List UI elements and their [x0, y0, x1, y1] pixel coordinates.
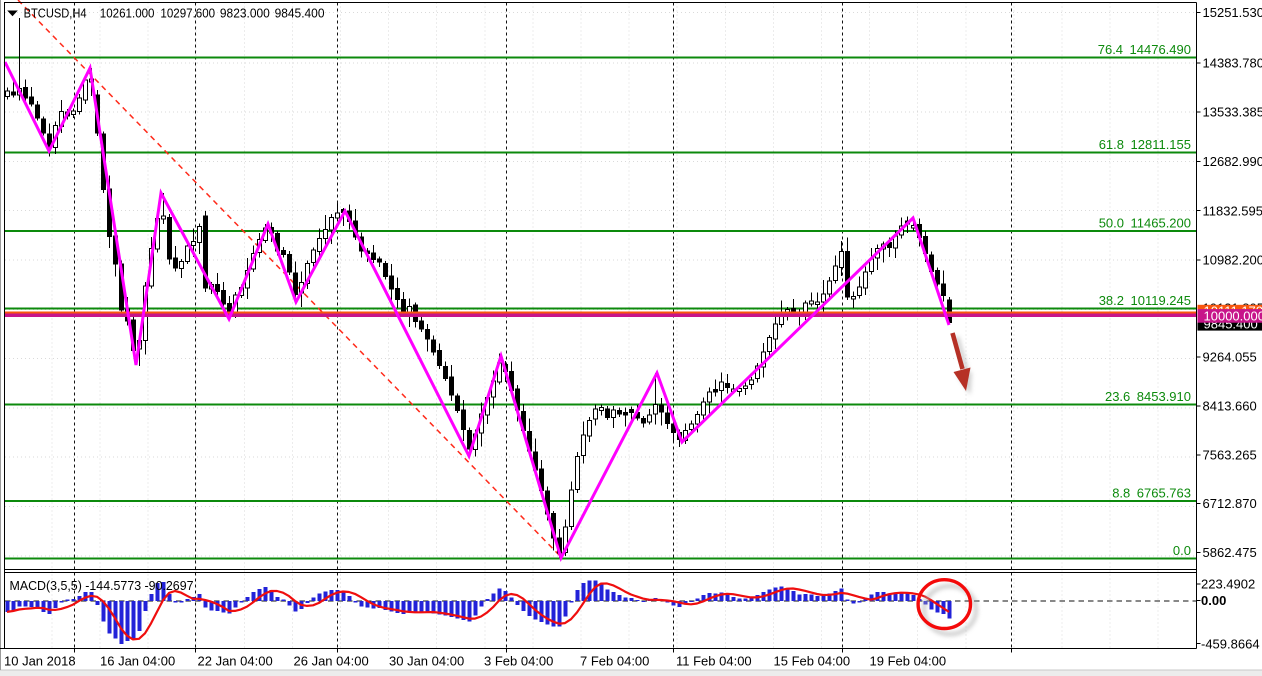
svg-text:16 Jan 04:00: 16 Jan 04:00: [100, 654, 175, 669]
svg-text:0.00: 0.00: [1201, 593, 1226, 608]
svg-text:9845.400: 9845.400: [275, 6, 325, 21]
svg-text:6712.870: 6712.870: [1203, 496, 1257, 511]
svg-text:3 Feb 04:00: 3 Feb 04:00: [484, 654, 553, 669]
svg-text:8413.660: 8413.660: [1203, 399, 1257, 414]
svg-text:8.8 6765.763: 8.8 6765.763: [1112, 486, 1191, 501]
svg-text:19 Feb 04:00: 19 Feb 04:00: [870, 654, 947, 669]
svg-text:26 Jan 04:00: 26 Jan 04:00: [294, 654, 369, 669]
svg-text:10982.200: 10982.200: [1203, 253, 1262, 268]
svg-text:223.4902: 223.4902: [1201, 577, 1255, 592]
svg-text:5862.475: 5862.475: [1203, 545, 1257, 560]
svg-text:38.2 10119.245: 38.2 10119.245: [1099, 293, 1191, 308]
svg-text:7563.265: 7563.265: [1203, 448, 1257, 463]
svg-text:12682.990: 12682.990: [1203, 154, 1262, 169]
svg-text:10297.600: 10297.600: [160, 6, 215, 21]
svg-text:10 Jan 2018: 10 Jan 2018: [4, 654, 76, 669]
svg-text:0.0: 0.0: [1173, 543, 1191, 558]
svg-text:11 Feb 04:00: 11 Feb 04:00: [676, 654, 752, 669]
svg-text:15 Feb 04:00: 15 Feb 04:00: [774, 654, 851, 669]
svg-text:15251.530: 15251.530: [1203, 5, 1262, 20]
svg-text:22 Jan 04:00: 22 Jan 04:00: [198, 654, 273, 669]
svg-text:30 Jan 04:00: 30 Jan 04:00: [389, 654, 464, 669]
svg-text:14383.780: 14383.780: [1203, 55, 1262, 70]
svg-text:MACD(3,5,5) -144.5773 -90.2697: MACD(3,5,5) -144.5773 -90.2697: [10, 578, 194, 593]
svg-text:50.0 11465.200: 50.0 11465.200: [1099, 216, 1191, 231]
svg-text:11832.595: 11832.595: [1203, 203, 1262, 218]
svg-text:61.8 12811.155: 61.8 12811.155: [1099, 137, 1191, 152]
svg-text:23.6 8453.910: 23.6 8453.910: [1105, 389, 1191, 404]
svg-text:10261.000: 10261.000: [100, 6, 155, 21]
svg-text:-459.8664: -459.8664: [1201, 636, 1260, 651]
svg-text:76.4 14476.490: 76.4 14476.490: [1098, 42, 1191, 57]
svg-text:7 Feb 04:00: 7 Feb 04:00: [580, 654, 649, 669]
svg-text:10000.000: 10000.000: [1204, 309, 1262, 324]
svg-text:13533.385: 13533.385: [1203, 105, 1262, 120]
svg-text:9264.055: 9264.055: [1203, 350, 1257, 365]
svg-text:9823.000: 9823.000: [220, 6, 270, 21]
svg-text:BTCUSD,H4: BTCUSD,H4: [24, 6, 87, 21]
